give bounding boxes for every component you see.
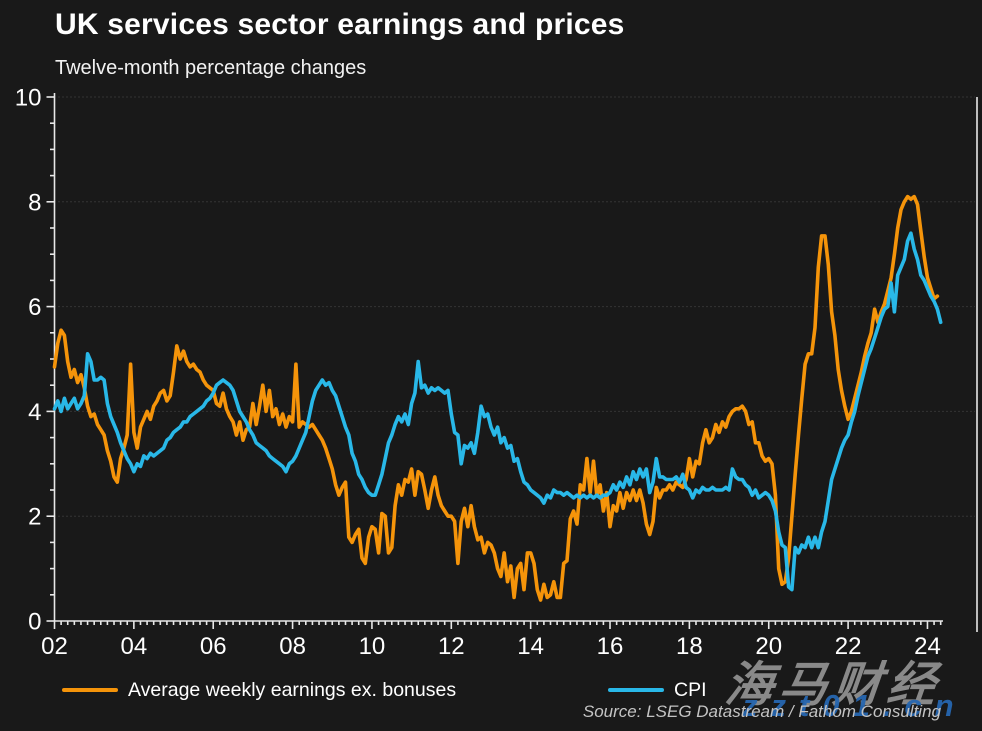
- legend-item-cpi: CPI: [608, 676, 707, 704]
- y-tick-label: 10: [15, 85, 42, 112]
- earnings-legend-line-icon: [62, 688, 118, 692]
- chart-subtitle: Twelve-month percentage changes: [55, 57, 367, 79]
- x-tick-label: 06: [200, 633, 227, 660]
- x-tick-label: 12: [438, 633, 465, 660]
- x-tick-label: 16: [597, 633, 624, 660]
- x-tick-label: 18: [676, 633, 703, 660]
- x-tick-label: 22: [835, 633, 862, 660]
- cpi-legend-line-icon: [608, 688, 664, 692]
- watermark-url: zzt01.cn: [742, 688, 967, 723]
- page-title: UK services sector earnings and prices: [55, 8, 625, 41]
- x-tick-label: 02: [41, 633, 68, 660]
- y-tick-label: 6: [28, 294, 41, 321]
- y-tick-label: 8: [28, 189, 41, 216]
- y-tick-label: 4: [28, 399, 41, 426]
- earnings-legend-label: Average weekly earnings ex. bonuses: [128, 678, 457, 701]
- legend-item-earnings: Average weekly earnings ex. bonuses: [62, 676, 456, 704]
- legend: Average weekly earnings ex. bonuses CPI: [0, 676, 982, 704]
- x-tick-label: 24: [914, 633, 941, 660]
- y-tick-label: 2: [28, 504, 41, 531]
- y-tick-label: 0: [28, 609, 41, 636]
- source-credit: Source: LSEG Datastream / Fathom Consult…: [582, 702, 941, 721]
- x-tick-label: 10: [359, 633, 386, 660]
- x-tick-label: 20: [755, 633, 782, 660]
- series-line-cpi: [52, 231, 943, 592]
- x-tick-label: 04: [121, 633, 148, 660]
- cpi-legend-label: CPI: [674, 678, 707, 701]
- series-line-earnings: [52, 194, 940, 602]
- x-tick-label: 14: [517, 633, 544, 660]
- x-tick-label: 08: [279, 633, 306, 660]
